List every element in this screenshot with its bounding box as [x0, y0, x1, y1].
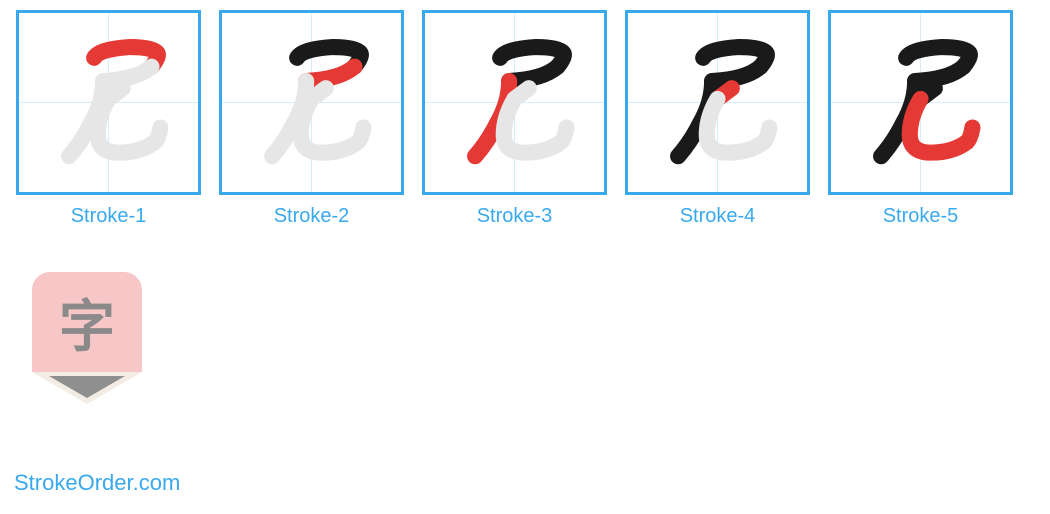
stroke-box	[625, 10, 810, 195]
logo-char: 字	[59, 282, 115, 363]
stroke-label: Stroke-5	[883, 205, 959, 228]
watermark: StrokeOrder.com	[14, 470, 180, 496]
stroke-label: Stroke-2	[274, 205, 350, 228]
stroke-item: Stroke-4	[625, 10, 810, 228]
stroke-label: Stroke-4	[680, 205, 756, 228]
pencil-tip-icon	[32, 372, 142, 404]
stroke-label: Stroke-3	[477, 205, 553, 228]
strokes-row: Stroke-1 Stroke-2 Stroke-3 Stroke-4 Stroke-5	[0, 0, 1050, 228]
stroke-item: Stroke-1	[16, 10, 201, 228]
stroke-item: Stroke-3	[422, 10, 607, 228]
stroke-label: Stroke-1	[71, 205, 147, 228]
stroke-item: Stroke-5	[828, 10, 1013, 228]
logo-body: 字	[32, 272, 142, 372]
stroke-box	[219, 10, 404, 195]
logo-section: 字	[32, 272, 142, 412]
stroke-box	[422, 10, 607, 195]
logo: 字	[32, 272, 142, 412]
pencil-tip-inner-icon	[49, 376, 125, 398]
stroke-box	[16, 10, 201, 195]
stroke-item: Stroke-2	[219, 10, 404, 228]
stroke-box	[828, 10, 1013, 195]
